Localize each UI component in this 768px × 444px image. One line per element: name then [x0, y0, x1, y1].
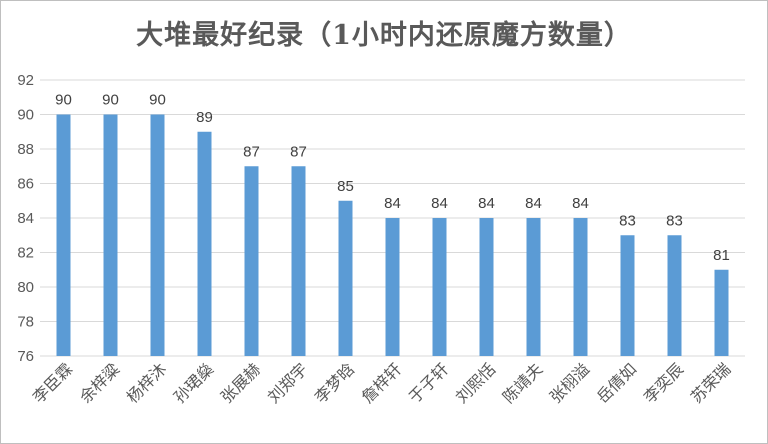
x-tick-label: 张展赫: [217, 359, 264, 406]
bar: [197, 131, 212, 356]
bar: [526, 218, 541, 356]
data-label: 84: [525, 195, 542, 212]
bar: [56, 114, 71, 356]
x-tick-label: 刘熙恬: [452, 359, 499, 406]
data-label: 90: [102, 92, 119, 109]
x-tick-label: 陈靖夫: [499, 359, 546, 406]
x-tick-label: 刘郑宇: [264, 359, 311, 406]
x-tick-label: 岳倩如: [593, 359, 640, 406]
x-tick-label: 杨梓沐: [123, 359, 170, 406]
y-tick-label: 80: [17, 279, 34, 296]
bar: [432, 218, 447, 356]
data-label: 89: [196, 109, 213, 126]
y-tick-label: 76: [17, 348, 34, 365]
x-tick-label: 李梦晗: [311, 359, 358, 406]
x-tick-label: 余梓粱: [76, 359, 123, 406]
data-label: 83: [666, 212, 683, 229]
data-label: 84: [384, 195, 401, 212]
data-label: 90: [149, 92, 166, 109]
bar: [103, 114, 118, 356]
y-tick-label: 92: [17, 72, 34, 89]
data-label: 87: [243, 143, 260, 160]
bar: [338, 200, 353, 356]
data-label: 81: [713, 247, 730, 264]
data-label: 84: [478, 195, 495, 212]
data-label: 83: [619, 212, 636, 229]
y-tick-label: 90: [17, 107, 34, 124]
bar: [385, 218, 400, 356]
bar: [150, 114, 165, 356]
y-tick-label: 88: [17, 141, 34, 158]
y-tick-label: 78: [17, 314, 34, 331]
data-label: 85: [337, 178, 354, 195]
data-label: 90: [55, 92, 72, 109]
x-tick-label: 李臣霖: [29, 359, 76, 406]
bar: [244, 166, 259, 356]
bar: [573, 218, 588, 356]
x-tick-label: 李奕辰: [640, 359, 687, 406]
data-label: 84: [572, 195, 589, 212]
x-tick-label: 苏荣瑞: [687, 359, 734, 406]
x-tick-label: 于子轩: [405, 359, 452, 406]
bar: [714, 269, 729, 356]
data-label: 84: [431, 195, 448, 212]
bar: [667, 235, 682, 356]
chart-title: 大堆最好纪录（1小时内还原魔方数量）: [136, 20, 632, 51]
x-tick-label: 张栩溢: [546, 359, 593, 406]
y-tick-label: 82: [17, 245, 34, 262]
x-tick-label: 孙珺燊: [170, 359, 217, 406]
bar: [620, 235, 635, 356]
y-tick-label: 84: [17, 210, 34, 227]
bar: [291, 166, 306, 356]
bar: [479, 218, 494, 356]
data-label: 87: [290, 143, 307, 160]
y-tick-label: 86: [17, 176, 34, 193]
x-tick-label: 詹梓轩: [358, 359, 405, 406]
